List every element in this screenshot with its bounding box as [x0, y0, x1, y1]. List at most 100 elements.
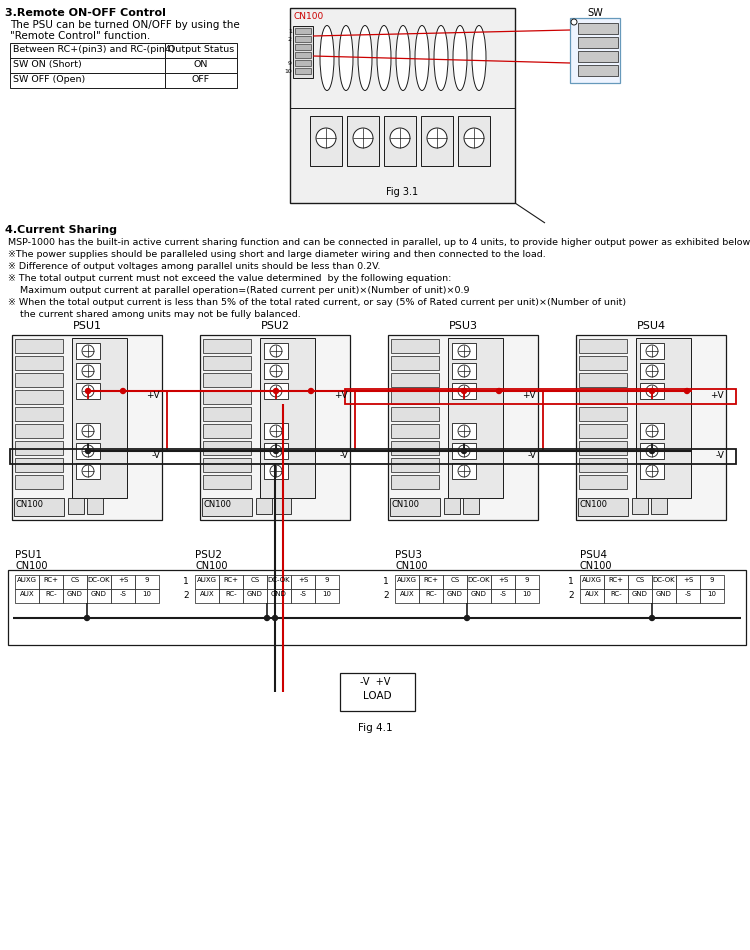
- Bar: [135, 575, 159, 589]
- Bar: [452, 363, 476, 379]
- Bar: [652, 575, 676, 589]
- Bar: [640, 343, 664, 359]
- Text: 9: 9: [325, 577, 329, 583]
- Circle shape: [571, 19, 577, 25]
- Ellipse shape: [453, 26, 467, 90]
- Circle shape: [646, 445, 658, 457]
- Bar: [391, 373, 439, 387]
- Text: 1: 1: [383, 577, 388, 586]
- Bar: [264, 443, 288, 459]
- Bar: [391, 441, 439, 455]
- Bar: [390, 498, 440, 516]
- Text: +V: +V: [146, 391, 160, 400]
- Bar: [515, 575, 539, 589]
- Bar: [315, 589, 339, 603]
- Text: 10: 10: [284, 69, 292, 74]
- Text: +V: +V: [522, 391, 536, 400]
- Bar: [570, 18, 620, 83]
- Circle shape: [270, 365, 282, 377]
- Circle shape: [650, 616, 655, 620]
- Bar: [295, 52, 311, 58]
- Bar: [632, 498, 648, 514]
- Bar: [579, 390, 627, 404]
- Bar: [76, 383, 100, 399]
- Text: +S: +S: [298, 577, 308, 583]
- Bar: [87, 498, 103, 514]
- Bar: [267, 589, 291, 603]
- Bar: [391, 356, 439, 370]
- Bar: [452, 383, 476, 399]
- Text: CN100: CN100: [15, 561, 47, 571]
- Bar: [628, 589, 652, 603]
- Bar: [15, 407, 63, 421]
- Bar: [63, 575, 87, 589]
- Bar: [463, 498, 479, 514]
- Text: RC+: RC+: [224, 577, 238, 583]
- Circle shape: [270, 345, 282, 357]
- Circle shape: [458, 365, 470, 377]
- Bar: [15, 373, 63, 387]
- Text: RC+: RC+: [608, 577, 623, 583]
- Bar: [76, 443, 100, 459]
- Bar: [452, 343, 476, 359]
- Ellipse shape: [434, 26, 448, 90]
- Bar: [579, 339, 627, 353]
- Bar: [419, 589, 443, 603]
- Bar: [39, 575, 63, 589]
- Text: 9: 9: [288, 61, 292, 66]
- Bar: [12, 335, 162, 520]
- Bar: [203, 407, 251, 421]
- Bar: [640, 443, 664, 459]
- Text: 4.Current Sharing: 4.Current Sharing: [5, 225, 117, 235]
- Bar: [76, 423, 100, 439]
- Circle shape: [270, 385, 282, 397]
- Bar: [219, 575, 243, 589]
- Circle shape: [646, 365, 658, 377]
- Text: -S: -S: [685, 591, 692, 597]
- Text: PSU3: PSU3: [448, 321, 478, 331]
- Bar: [388, 335, 538, 520]
- Text: Output Status: Output Status: [168, 45, 234, 54]
- Bar: [203, 339, 251, 353]
- Text: RC+: RC+: [424, 577, 439, 583]
- Text: PSU4: PSU4: [637, 321, 665, 331]
- Text: AUX: AUX: [200, 591, 214, 597]
- Text: GND: GND: [67, 591, 83, 597]
- Bar: [491, 589, 515, 603]
- Text: DC-OK: DC-OK: [88, 577, 110, 583]
- Bar: [15, 339, 63, 353]
- Bar: [458, 116, 490, 166]
- Bar: [578, 37, 618, 48]
- Text: 2: 2: [288, 37, 292, 42]
- Bar: [452, 463, 476, 479]
- Bar: [267, 575, 291, 589]
- Text: 10: 10: [707, 591, 716, 597]
- Bar: [580, 589, 604, 603]
- Bar: [202, 498, 252, 516]
- Bar: [63, 589, 87, 603]
- Text: CN100: CN100: [203, 500, 231, 509]
- Text: AUX: AUX: [585, 591, 599, 597]
- Circle shape: [458, 425, 470, 437]
- Text: +S: +S: [498, 577, 508, 583]
- Bar: [443, 589, 467, 603]
- Text: -V: -V: [339, 451, 348, 460]
- Text: Maximum output current at parallel operation=(Rated current per unit)×(Number of: Maximum output current at parallel opera…: [8, 286, 470, 295]
- Bar: [391, 390, 439, 404]
- Text: GND: GND: [471, 591, 487, 597]
- Bar: [640, 423, 664, 439]
- Circle shape: [82, 425, 94, 437]
- Text: DC-OK: DC-OK: [652, 577, 675, 583]
- Bar: [640, 363, 664, 379]
- Bar: [10, 58, 165, 73]
- Bar: [295, 36, 311, 42]
- Bar: [347, 116, 379, 166]
- Bar: [395, 589, 419, 603]
- Ellipse shape: [415, 26, 429, 90]
- Text: 10: 10: [322, 591, 332, 597]
- Bar: [264, 343, 288, 359]
- Bar: [579, 407, 627, 421]
- Bar: [315, 575, 339, 589]
- Text: CN100: CN100: [391, 500, 419, 509]
- Text: RC+: RC+: [44, 577, 58, 583]
